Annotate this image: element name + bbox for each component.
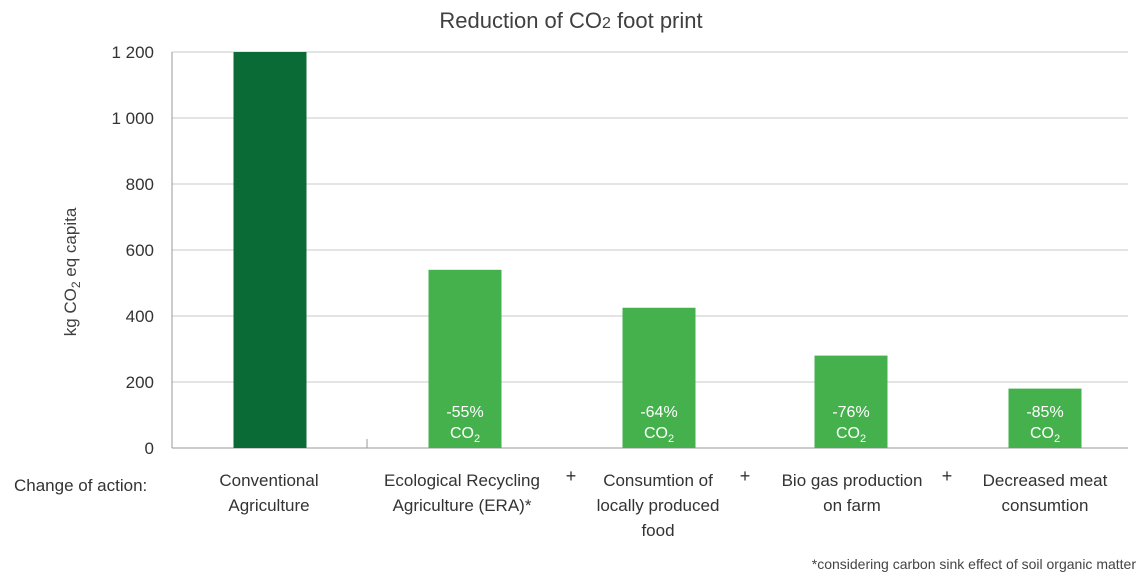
plus-separator: + <box>565 466 577 486</box>
footnote: *considering carbon sink effect of soil … <box>811 556 1136 572</box>
bar <box>814 355 888 448</box>
category-label-era: Ecological Recycling Agriculture (ERA)* <box>384 471 540 515</box>
bar <box>233 52 307 448</box>
bar-label: CO2 <box>450 425 480 445</box>
bar <box>428 269 502 448</box>
y-tick-label: 200 <box>126 373 154 392</box>
y-tick-label: 1 000 <box>111 109 154 128</box>
category-label-local-food: Consumtion of locally produced food <box>596 471 720 540</box>
y-tick-label: 800 <box>126 175 154 194</box>
category-label-biogas: Bio gas production on farm <box>781 471 923 515</box>
y-tick-label: 0 <box>145 439 154 458</box>
category-label-conventional: Conventional Agriculture <box>219 471 319 515</box>
bar-label: -64% <box>640 404 677 421</box>
bar-label: -55% <box>446 404 483 421</box>
y-tick-label: 400 <box>126 307 154 326</box>
bar-label: -85% <box>1026 404 1063 421</box>
plus-separator: + <box>941 466 953 486</box>
chart-title: Reduction of CO2 foot print <box>439 8 703 33</box>
y-tick-label: 1 200 <box>111 43 154 62</box>
bar-label: -76% <box>832 404 869 421</box>
bar-label: CO2 <box>644 425 674 445</box>
bar <box>622 307 696 448</box>
plus-separator: + <box>739 466 751 486</box>
y-tick-label: 600 <box>126 241 154 260</box>
bar-label: CO2 <box>1030 425 1060 445</box>
bar <box>1008 388 1082 448</box>
x-row-label: Change of action: <box>14 476 148 495</box>
bar-label: CO2 <box>836 425 866 445</box>
category-label-meat: Decreased meat consumtion <box>982 471 1108 515</box>
